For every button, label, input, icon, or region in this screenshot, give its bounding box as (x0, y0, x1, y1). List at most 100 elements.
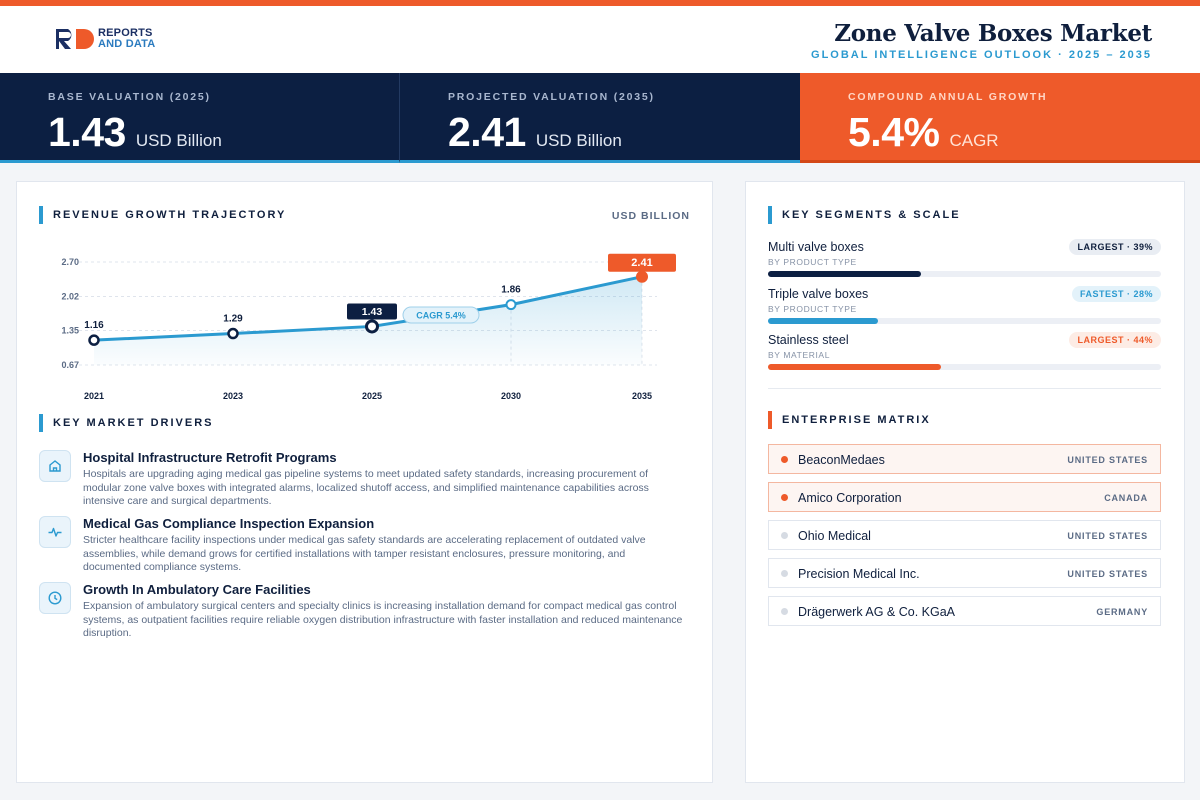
driver-title: Growth In Ambulatory Care Facilities (83, 582, 311, 597)
segment-name: Stainless steel (768, 333, 849, 347)
kpi-unit: USD Billion (135, 131, 222, 150)
cagr-badge (402, 306, 480, 324)
company-country: UNITED STATES (1067, 455, 1148, 465)
enterprise-row[interactable]: Ohio Medical UNITED STATES (768, 520, 1161, 550)
segment-category: BY PRODUCT TYPE (768, 257, 857, 267)
enterprise-row[interactable]: BeaconMedaes UNITED STATES (768, 444, 1161, 474)
pulse-icon (39, 516, 71, 548)
segment-badge: LARGEST · 44% (1069, 332, 1161, 348)
drivers-section-title: KEY MARKET DRIVERS (39, 414, 213, 432)
y-tick-label: 2.02 (61, 292, 79, 302)
segment-share-track (768, 318, 1161, 324)
logo-mark-icon (56, 29, 94, 49)
logo-line-2: AND DATA (98, 38, 156, 50)
company-country: UNITED STATES (1067, 569, 1148, 579)
segment-badge: LARGEST · 39% (1069, 239, 1161, 255)
value-label: 2.41 (631, 257, 652, 269)
status-dot (781, 608, 788, 615)
kpi-value: 2.41 USD Billion (448, 109, 622, 156)
enterprise-row[interactable]: Drägerwerk AG & Co. KGaA GERMANY (768, 596, 1161, 626)
status-dot (781, 494, 788, 501)
company-name: Amico Corporation (798, 491, 902, 505)
hospital-icon (39, 450, 71, 482)
chart-unit-label: USD BILLION (611, 210, 690, 222)
kpi-cagr: COMPOUND ANNUAL GROWTH 5.4% CAGR (800, 73, 1200, 163)
segment-category: BY MATERIAL (768, 350, 831, 360)
company-name: Drägerwerk AG & Co. KGaA (798, 605, 956, 619)
logo-line-1: REPORTS (98, 27, 153, 39)
value-label: 1.43 (362, 306, 383, 318)
y-tick-label: 1.35 (61, 325, 79, 335)
logo-text: REPORTS AND DATA (98, 28, 155, 50)
value-label: 1.16 (84, 320, 104, 331)
kpi-value: 1.43 USD Billion (48, 109, 222, 156)
status-dot (781, 456, 788, 463)
value-label-box (347, 303, 397, 320)
status-dot (781, 570, 788, 577)
driver-description: Stricter healthcare facility inspections… (83, 534, 646, 573)
x-tick-label: 2023 (223, 391, 243, 401)
enterprise-row[interactable]: Precision Medical Inc. UNITED STATES (768, 558, 1161, 588)
kpi-unit: CAGR (949, 131, 999, 150)
segment-category: BY PRODUCT TYPE (768, 304, 857, 314)
brand-logo[interactable]: REPORTS AND DATA (54, 27, 155, 51)
x-tick-label: 2025 (362, 391, 382, 401)
y-tick-label: 0.67 (61, 360, 79, 370)
value-label: 1.86 (501, 285, 521, 296)
top-accent-bar (0, 0, 1200, 6)
area-fill (94, 276, 642, 365)
data-point (505, 299, 517, 311)
company-country: CANADA (1104, 493, 1148, 503)
header: REPORTS AND DATA Zone Valve Boxes Market… (0, 6, 1200, 73)
company-country: UNITED STATES (1067, 531, 1148, 541)
data-point (636, 270, 648, 283)
segment-name: Multi valve boxes (768, 240, 864, 254)
data-point (365, 319, 379, 334)
cagr-badge-label: CAGR 5.4% (416, 311, 466, 321)
segment-share-track (768, 364, 1161, 370)
value-label-box (608, 253, 676, 272)
kpi-projected-valuation: PROJECTED VALUATION (2035) 2.41 USD Billi… (399, 73, 800, 163)
driver-description: Expansion of ambulatory surgical centers… (83, 600, 683, 639)
page-title: Zone Valve Boxes Market (834, 20, 1152, 47)
company-name: BeaconMedaes (798, 453, 885, 467)
kpi-base-valuation: BASE VALUATION (2025) 1.43 USD Billion (0, 73, 399, 163)
status-dot (781, 532, 788, 539)
kpi-number: 5.4% (848, 109, 940, 155)
segments-card: KEY SEGMENTS & SCALE Multi valve boxes B… (745, 181, 1185, 783)
data-point (88, 334, 100, 346)
revenue-chart: 0.67 1.35 2.02 2.70 CAGR 5.4% 1.16 1.29 1.43 1… (61, 253, 676, 401)
value-label: 1.29 (223, 314, 243, 325)
page-subtitle: GLOBAL INTELLIGENCE OUTLOOK · 2025 – 203… (811, 49, 1152, 61)
segment-share-track (768, 271, 1161, 277)
company-name: Ohio Medical (798, 529, 871, 543)
kpi-number: 2.41 (448, 109, 526, 155)
company-country: GERMANY (1096, 607, 1148, 617)
segment-badge: FASTEST · 28% (1071, 286, 1161, 302)
kpi-value: 5.4% CAGR (848, 109, 999, 156)
segment-share-fill (768, 318, 879, 324)
enterprise-section-title: ENTERPRISE MATRIX (768, 411, 931, 429)
driver-title: Hospital Infrastructure Retrofit Program… (83, 450, 337, 465)
company-name: Precision Medical Inc. (798, 567, 920, 581)
x-tick-label: 2030 (501, 391, 521, 401)
chart-section-title: REVENUE GROWTH TRAJECTORY (39, 206, 286, 224)
kpi-label: BASE VALUATION (2025) (48, 91, 211, 103)
kpi-unit: USD Billion (535, 131, 622, 150)
section-divider (768, 388, 1161, 389)
enterprise-row[interactable]: Amico Corporation CANADA (768, 482, 1161, 512)
kpi-number: 1.43 (48, 109, 126, 155)
data-point (227, 327, 239, 340)
x-tick-label: 2021 (84, 391, 104, 401)
driver-title: Medical Gas Compliance Inspection Expans… (83, 516, 375, 531)
clock-icon (39, 582, 71, 614)
segments-section-title: KEY SEGMENTS & SCALE (768, 206, 961, 224)
segment-share-fill (768, 364, 941, 370)
kpi-label: COMPOUND ANNUAL GROWTH (848, 91, 1048, 103)
kpi-label: PROJECTED VALUATION (2035) (448, 91, 655, 103)
driver-description: Hospitals are upgrading aging medical ga… (83, 468, 649, 507)
segment-name: Triple valve boxes (768, 287, 869, 301)
x-tick-label: 2035 (632, 391, 652, 401)
trajectory-card: REVENUE GROWTH TRAJECTORY USD BILLION 0.… (16, 181, 713, 783)
y-tick-label: 2.70 (61, 257, 79, 267)
